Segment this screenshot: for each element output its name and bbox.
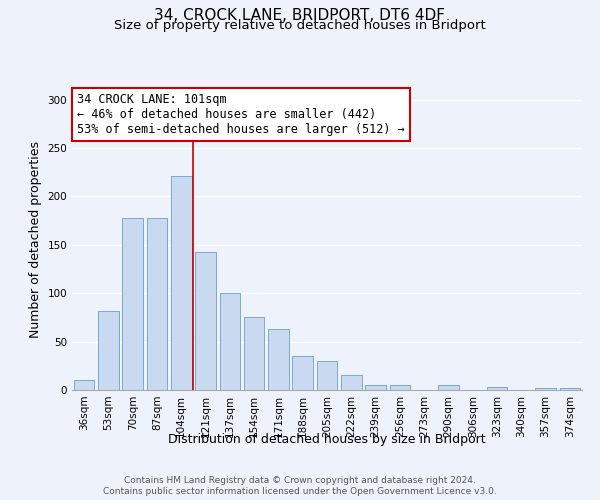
Text: Contains public sector information licensed under the Open Government Licence v3: Contains public sector information licen… <box>103 487 497 496</box>
Bar <box>220 293 240 390</box>
Text: Contains HM Land Registry data © Crown copyright and database right 2024.: Contains HM Land Registry data © Crown c… <box>124 476 476 485</box>
Bar <box>292 356 313 390</box>
Bar <box>560 388 580 390</box>
Bar <box>535 388 556 390</box>
Bar <box>74 380 94 390</box>
Bar <box>195 252 216 390</box>
Y-axis label: Number of detached properties: Number of detached properties <box>29 142 42 338</box>
Bar <box>365 385 386 390</box>
Bar <box>438 385 459 390</box>
Bar <box>268 329 289 390</box>
Text: 34, CROCK LANE, BRIDPORT, DT6 4DF: 34, CROCK LANE, BRIDPORT, DT6 4DF <box>155 8 445 22</box>
Bar <box>244 318 265 390</box>
Bar <box>98 310 119 390</box>
Bar <box>487 387 508 390</box>
Bar <box>389 385 410 390</box>
Text: 34 CROCK LANE: 101sqm
← 46% of detached houses are smaller (442)
53% of semi-det: 34 CROCK LANE: 101sqm ← 46% of detached … <box>77 93 405 136</box>
Bar <box>171 176 191 390</box>
Bar <box>146 218 167 390</box>
Bar <box>341 376 362 390</box>
Text: Size of property relative to detached houses in Bridport: Size of property relative to detached ho… <box>114 19 486 32</box>
Bar <box>122 218 143 390</box>
Text: Distribution of detached houses by size in Bridport: Distribution of detached houses by size … <box>168 432 486 446</box>
Bar <box>317 361 337 390</box>
